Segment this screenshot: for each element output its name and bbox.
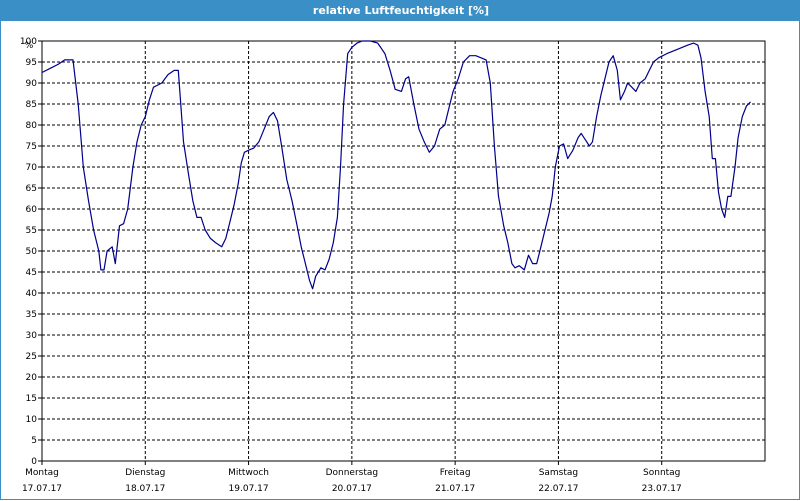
y-tick-label: 30 bbox=[26, 331, 38, 341]
y-tick-label: 100 bbox=[20, 37, 37, 47]
x-tick-label-date: 23.07.17 bbox=[642, 484, 682, 494]
grid bbox=[42, 40, 765, 461]
y-tick-label: 40 bbox=[26, 289, 38, 299]
chart-title: relative Luftfeuchtigkeit [%] bbox=[1, 1, 800, 21]
y-tick-label: 20 bbox=[26, 373, 38, 383]
axes bbox=[38, 40, 766, 465]
y-tick-label: 45 bbox=[26, 268, 37, 278]
y-tick-label: 55 bbox=[26, 226, 37, 236]
x-tick-label-date: 19.07.17 bbox=[229, 484, 269, 494]
y-tick-label: 95 bbox=[26, 58, 37, 68]
plot-border bbox=[41, 40, 766, 462]
series bbox=[41, 40, 751, 290]
x-tick-labels: Montag 17.07.17 Dienstag 18.07.17 Mittwoch 19… bbox=[22, 468, 682, 494]
y-tick-label: 80 bbox=[26, 121, 38, 131]
y-axis-label: % bbox=[25, 41, 34, 51]
x-tick-label-day: Sonntag bbox=[643, 468, 680, 478]
x-tick-label-day: Dienstag bbox=[125, 468, 165, 478]
y-tick-label: 0 bbox=[31, 457, 37, 467]
series-line bbox=[41, 40, 751, 290]
x-tick-label-day: Freitag bbox=[440, 468, 471, 478]
y-tick-label: 5 bbox=[31, 436, 37, 446]
y-tick-label: 65 bbox=[26, 184, 37, 194]
y-tick-label: 10 bbox=[26, 415, 38, 425]
x-tick-label-date: 20.07.17 bbox=[332, 484, 372, 494]
y-tick-label: 75 bbox=[26, 142, 37, 152]
y-tick-label: 85 bbox=[26, 100, 37, 110]
y-tick-label: 60 bbox=[26, 205, 38, 215]
y-tick-label: 70 bbox=[26, 163, 38, 173]
x-tick-label-date: 22.07.17 bbox=[538, 484, 578, 494]
y-tick-label: 25 bbox=[26, 352, 37, 362]
y-tick-label: 15 bbox=[26, 394, 37, 404]
x-tick-label-date: 18.07.17 bbox=[125, 484, 165, 494]
x-tick-label-day: Samstag bbox=[539, 468, 578, 478]
x-tick-label-date: 21.07.17 bbox=[435, 484, 475, 494]
x-tick-label-day: Montag bbox=[25, 468, 59, 478]
humidity-chart: % 0 5 10 15 20 25 30 35 40 45 50 55 60 65 70 75 80 85 90 95… bbox=[20, 37, 766, 494]
y-tick-label: 50 bbox=[26, 247, 38, 257]
y-tick-label: 35 bbox=[26, 310, 37, 320]
x-tick-label-day: Donnerstag bbox=[326, 468, 379, 478]
y-tick-label: 90 bbox=[26, 79, 38, 89]
x-tick-label-day: Mittwoch bbox=[228, 468, 269, 478]
y-tick-labels: 0 5 10 15 20 25 30 35 40 45 50 55 60 65 70 75 80 85 90 95 10… bbox=[20, 37, 37, 467]
x-tick-label-date: 17.07.17 bbox=[22, 484, 62, 494]
